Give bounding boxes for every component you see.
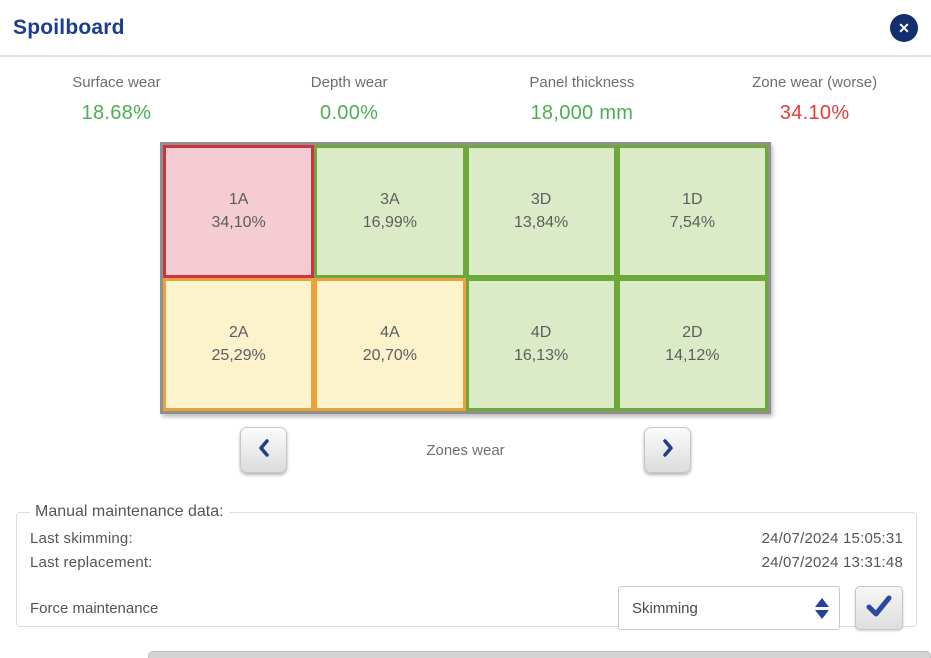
select-spinner-icon (815, 597, 829, 619)
zone-id: 3A (380, 191, 400, 208)
stat-label: Surface wear (72, 74, 161, 91)
stat-depth-wear: Depth wear 0.00% (233, 74, 466, 125)
zone-cell-3A: 3A 16,99% (314, 145, 466, 278)
checkmark-icon (865, 594, 893, 623)
zone-wear: 16,99% (362, 214, 417, 231)
force-maintenance-row: Force maintenance Skimming (30, 586, 903, 630)
zone-wear: 34,10% (211, 214, 266, 231)
stat-label: Zone wear (worse) (752, 74, 878, 91)
chevron-left-icon (256, 438, 272, 463)
next-zones-button[interactable] (644, 427, 691, 473)
zone-cell-1A: 1A 34,10% (163, 145, 315, 278)
zone-wear: 13,84% (513, 214, 569, 231)
zone-cell-2A: 2A 25,29% (163, 278, 315, 411)
last-skimming-value: 24/07/2024 15:05:31 (761, 530, 903, 547)
stat-value: 18,000 mm (530, 102, 634, 124)
stat-value: 18.68% (81, 102, 152, 124)
manual-maintenance-panel: Manual maintenance data: Last skimming: … (16, 503, 917, 630)
chevron-right-icon (660, 438, 676, 463)
zone-wear: 20,70% (362, 347, 417, 364)
confirm-maintenance-button[interactable] (855, 586, 903, 630)
zone-wear: 16,13% (513, 347, 569, 364)
dialog-header: Spoilboard ✕ (0, 0, 931, 57)
force-maintenance-label: Force maintenance (30, 599, 159, 617)
zone-wear: 25,29% (211, 347, 266, 364)
last-replacement-row: Last replacement: 24/07/2024 13:31:48 (30, 554, 903, 571)
zone-cell-1D: 1D 7,54% (616, 145, 768, 278)
maintenance-legend: Manual maintenance data: (35, 503, 224, 520)
zone-cell-4D: 4D 16,13% (465, 278, 617, 411)
page-title: Spoilboard (13, 15, 125, 39)
zone-id: 4D (530, 324, 552, 341)
stat-surface-wear: Surface wear 18.68% (0, 74, 233, 125)
zones-grid: 1A 34,10% 3A 16,99% 3D 13,84% 1D 7,54% 2… (160, 142, 771, 414)
selected-option: Skimming (632, 599, 698, 617)
stat-label: Panel thickness (529, 74, 635, 91)
last-skimming-row: Last skimming: 24/07/2024 15:05:31 (30, 530, 903, 547)
zone-id: 2D (682, 324, 703, 341)
stat-zone-wear-worse: Zone wear (worse) 34.10% (698, 74, 931, 125)
zone-id: 1D (682, 191, 703, 208)
last-skimming-label: Last skimming: (30, 530, 133, 547)
last-replacement-value: 24/07/2024 13:31:48 (761, 554, 903, 571)
force-maintenance-select[interactable]: Skimming (618, 586, 840, 630)
zone-cell-4A: 4A 20,70% (314, 278, 466, 411)
zone-cell-2D: 2D 14,12% (616, 278, 768, 411)
zone-wear: 14,12% (665, 347, 720, 364)
bottom-bar (148, 651, 931, 658)
zones-nav: Zones wear (160, 427, 771, 473)
last-replacement-label: Last replacement: (30, 554, 153, 571)
zone-id: 3D (530, 191, 552, 208)
stat-value: 34.10% (779, 102, 850, 124)
zone-wear: 7,54% (669, 214, 716, 231)
stat-label: Depth wear (310, 74, 388, 91)
close-icon[interactable]: ✕ (890, 13, 918, 42)
prev-zones-button[interactable] (240, 427, 287, 473)
zone-cell-3D: 3D 13,84% (465, 145, 617, 278)
stat-panel-thickness: Panel thickness 18,000 mm (466, 74, 699, 125)
zones-wear-caption: Zones wear (426, 441, 505, 459)
zone-id: 4A (380, 324, 400, 341)
zone-id: 2A (228, 324, 249, 341)
stat-value: 0.00% (320, 102, 379, 124)
zone-id: 1A (228, 191, 249, 208)
wear-stats-row: Surface wear 18.68% Depth wear 0.00% Pan… (0, 74, 931, 125)
